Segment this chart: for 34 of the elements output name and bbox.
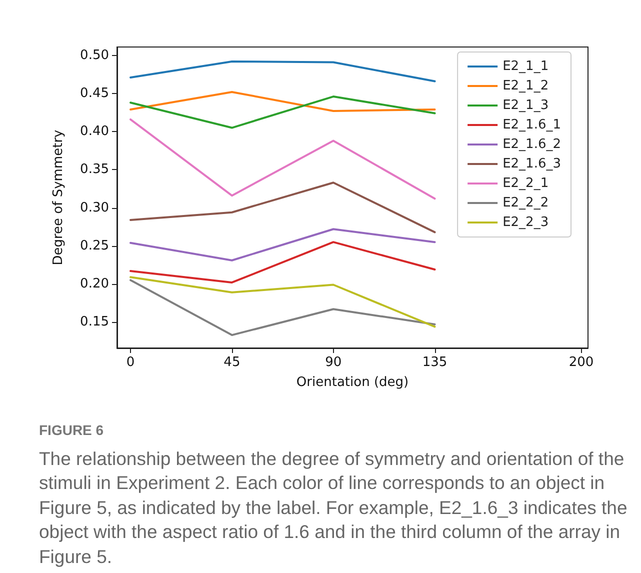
- x-tick-label: 135: [422, 355, 448, 370]
- line-series: [130, 228, 436, 262]
- y-tick-label: 0.45: [80, 86, 109, 101]
- line-series: [130, 276, 436, 328]
- y-tick-label: 0.20: [80, 276, 109, 292]
- y-tick-label: 0.40: [80, 124, 109, 140]
- line-series: [130, 182, 436, 234]
- y-tick-label: 0.50: [80, 48, 109, 63]
- line-series: [130, 279, 436, 336]
- legend-label: E2_1.6_3: [502, 156, 562, 172]
- x-tick-label: 90: [325, 355, 342, 370]
- legend-label: E2_2_1: [502, 176, 549, 191]
- legend-label: E2_1_2: [502, 78, 549, 94]
- x-tick-label: 45: [224, 355, 240, 370]
- line-series: [130, 118, 436, 200]
- line-series: [130, 96, 436, 129]
- y-tick-label: 0.30: [80, 200, 109, 216]
- legend-label: E2_1.6_1: [502, 118, 562, 132]
- line-series: [130, 60, 436, 82]
- legend-label: E2_1.6_2: [502, 137, 562, 152]
- legend-label: E2_2_3: [502, 215, 549, 230]
- legend-label: E2_1_3: [502, 98, 549, 113]
- y-tick-label: 0.15: [80, 314, 109, 330]
- text: The relationship between the degree of symmetry and orientation of the stimuli in Experiment 2. Each color of line corresponds to an object in Figure 5, as indicated by the label. For example, E2_1.6_3 indicates the object with the aspect ratio of 1.6 and in the third column of the array in Figure 5.: [39, 446, 628, 569]
- x-tick-label: 200: [568, 355, 594, 370]
- y-tick-label: 0.25: [80, 238, 109, 254]
- line-series: [130, 241, 436, 284]
- caption: FIGURE 6: [39, 421, 105, 440]
- y-axis-title: Degree of Symmetry: [51, 129, 66, 266]
- y-tick-label: 0.35: [80, 162, 109, 178]
- x-axis-title: Orientation (deg): [296, 375, 409, 390]
- legend-label: E2_1_1: [502, 59, 549, 74]
- legend-label: E2_2_2: [502, 196, 549, 210]
- x-tick-label: 0: [126, 355, 135, 370]
